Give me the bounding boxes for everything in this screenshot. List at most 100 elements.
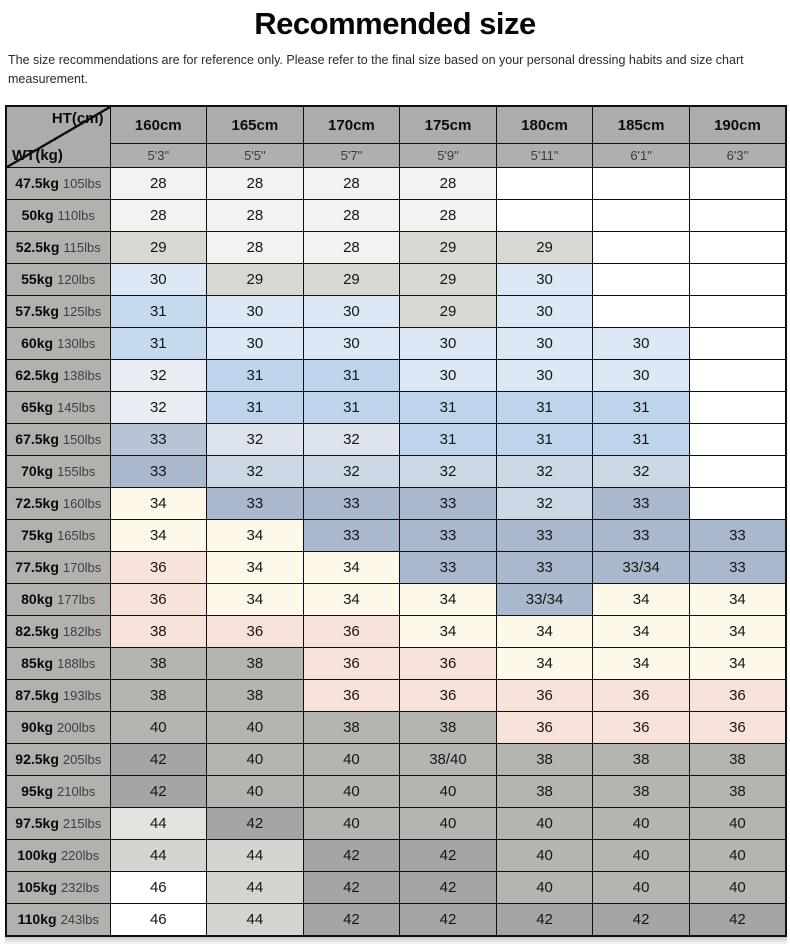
corner-cell: HT(cm) WT(kg): [5, 105, 111, 169]
size-cell: 33: [592, 487, 690, 521]
weight-label: 65kg 145lbs: [5, 391, 111, 425]
size-cell: 40: [495, 807, 594, 841]
size-cell: 38: [592, 743, 690, 777]
size-cell: 31: [206, 359, 304, 393]
size-cell: 30: [206, 295, 304, 329]
size-cell: 30: [206, 327, 304, 361]
table-row: 57.5kg 125lbs 31 30 30 29 30: [5, 295, 787, 329]
size-cell: 31: [109, 327, 208, 361]
size-cell: 36: [688, 679, 787, 713]
size-cell: 42: [302, 871, 401, 905]
size-cell: 40: [399, 775, 497, 809]
size-cell: 40: [592, 807, 690, 841]
table-row: 100kg 220lbs 44 44 42 42 40 40 40: [5, 839, 787, 873]
size-cell: 42: [302, 903, 401, 937]
size-cell: 40: [302, 807, 401, 841]
size-cell: 42: [495, 903, 594, 937]
size-cell: 33: [399, 487, 497, 521]
table-row: 50kg 110lbs 28 28 28 28: [5, 199, 787, 233]
size-cell: 31: [109, 295, 208, 329]
weight-kg: 90kg: [21, 718, 54, 735]
size-cell: 36: [495, 679, 594, 713]
weight-lbs: 138lbs: [62, 367, 102, 383]
size-cell: 29: [109, 231, 208, 265]
size-cell: 30: [495, 327, 594, 361]
size-cell: 38: [206, 679, 304, 713]
height-header-170: 170cm: [302, 105, 401, 145]
size-cell: 28: [109, 199, 208, 233]
size-cell: 38: [109, 679, 208, 713]
weight-lbs: 220lbs: [60, 847, 100, 863]
height-subheader-160: 5'3": [109, 143, 208, 169]
weight-kg: 97.5kg: [15, 814, 59, 831]
size-table: HT(cm) WT(kg) 160cm 165cm 170cm 175cm 18…: [5, 104, 787, 937]
size-cell: 30: [495, 295, 594, 329]
size-cell: 34: [592, 615, 690, 649]
size-cell: 32: [495, 487, 594, 521]
size-cell: 40: [206, 743, 304, 777]
size-cell: 32: [495, 455, 594, 489]
size-cell: 32: [206, 423, 304, 457]
weight-kg: 52.5kg: [15, 238, 60, 255]
weight-kg: 67.5kg: [15, 430, 59, 447]
weight-lbs: 130lbs: [57, 335, 96, 351]
weight-lbs: 215lbs: [62, 815, 102, 831]
table-shadow: [5, 936, 787, 944]
size-cell: 28: [109, 167, 208, 201]
weight-kg: 85kg: [21, 654, 54, 671]
size-cell: 31: [206, 391, 304, 425]
size-cell: 40: [688, 839, 787, 873]
size-cell: 34: [206, 519, 304, 553]
size-cell: 40: [688, 807, 787, 841]
size-cell: 38: [495, 775, 594, 809]
table-row: 65kg 145lbs 32 31 31 31 31 31: [5, 391, 787, 425]
height-subheader-190: 6'3": [688, 143, 787, 169]
table-row: 92.5kg 205lbs 42 40 40 38/40 38 38 38: [5, 743, 787, 777]
weight-label: 57.5kg 125lbs: [5, 295, 111, 329]
table-row: 52.5kg 115lbs 29 28 28 29 29: [5, 231, 787, 265]
weight-kg: 92.5kg: [15, 750, 59, 767]
size-cell: 30: [302, 327, 401, 361]
size-cell: [495, 199, 594, 233]
weight-kg: 65kg: [21, 398, 54, 415]
size-cell: 28: [206, 199, 304, 233]
size-cell: 38: [206, 647, 304, 681]
size-cell: 28: [302, 199, 401, 233]
size-cell: 34: [688, 583, 787, 617]
size-cell: 33: [495, 551, 594, 585]
weight-lbs: 115lbs: [63, 239, 101, 255]
size-cell: 28: [399, 167, 497, 201]
size-cell: [688, 167, 787, 201]
weight-lbs: 182lbs: [62, 623, 102, 639]
size-cell: 42: [688, 903, 787, 937]
size-cell: [688, 231, 787, 265]
size-cell: 40: [495, 839, 594, 873]
size-cell: 38: [109, 647, 208, 681]
size-cell: 38: [688, 743, 787, 777]
height-header-175: 175cm: [399, 105, 497, 145]
table-row: 110kg 243lbs 46 44 42 42 42 42 42: [5, 903, 787, 937]
weight-kg: 47.5kg: [15, 174, 59, 191]
weight-lbs: 145lbs: [57, 399, 96, 415]
size-cell: 31: [399, 423, 497, 457]
weight-label: 67.5kg 150lbs: [5, 423, 111, 457]
weight-label: 97.5kg 215lbs: [5, 807, 111, 841]
height-axis-label: HT(cm): [51, 109, 104, 127]
table-row: 60kg 130lbs 31 30 30 30 30 30: [5, 327, 787, 361]
weight-label: 87.5kg 193lbs: [5, 679, 111, 713]
size-cell: 31: [399, 391, 497, 425]
weight-lbs: 200lbs: [57, 719, 96, 735]
weight-lbs: 188lbs: [57, 655, 96, 671]
size-cell: 33: [688, 519, 787, 553]
size-cell: 31: [495, 391, 594, 425]
table-row: 82.5kg 182lbs 38 36 36 34 34 34 34: [5, 615, 787, 649]
table-row: 55kg 120lbs 30 29 29 29 30: [5, 263, 787, 297]
weight-axis-label: WT(kg): [12, 147, 63, 165]
size-cell: 42: [302, 839, 401, 873]
weight-kg: 82.5kg: [15, 622, 59, 639]
weight-label: 52.5kg 115lbs: [5, 231, 111, 265]
size-cell: 36: [592, 679, 690, 713]
weight-label: 77.5kg 170lbs: [5, 551, 111, 585]
weight-label: 90kg 200lbs: [5, 711, 111, 745]
size-cell: 29: [399, 295, 497, 329]
